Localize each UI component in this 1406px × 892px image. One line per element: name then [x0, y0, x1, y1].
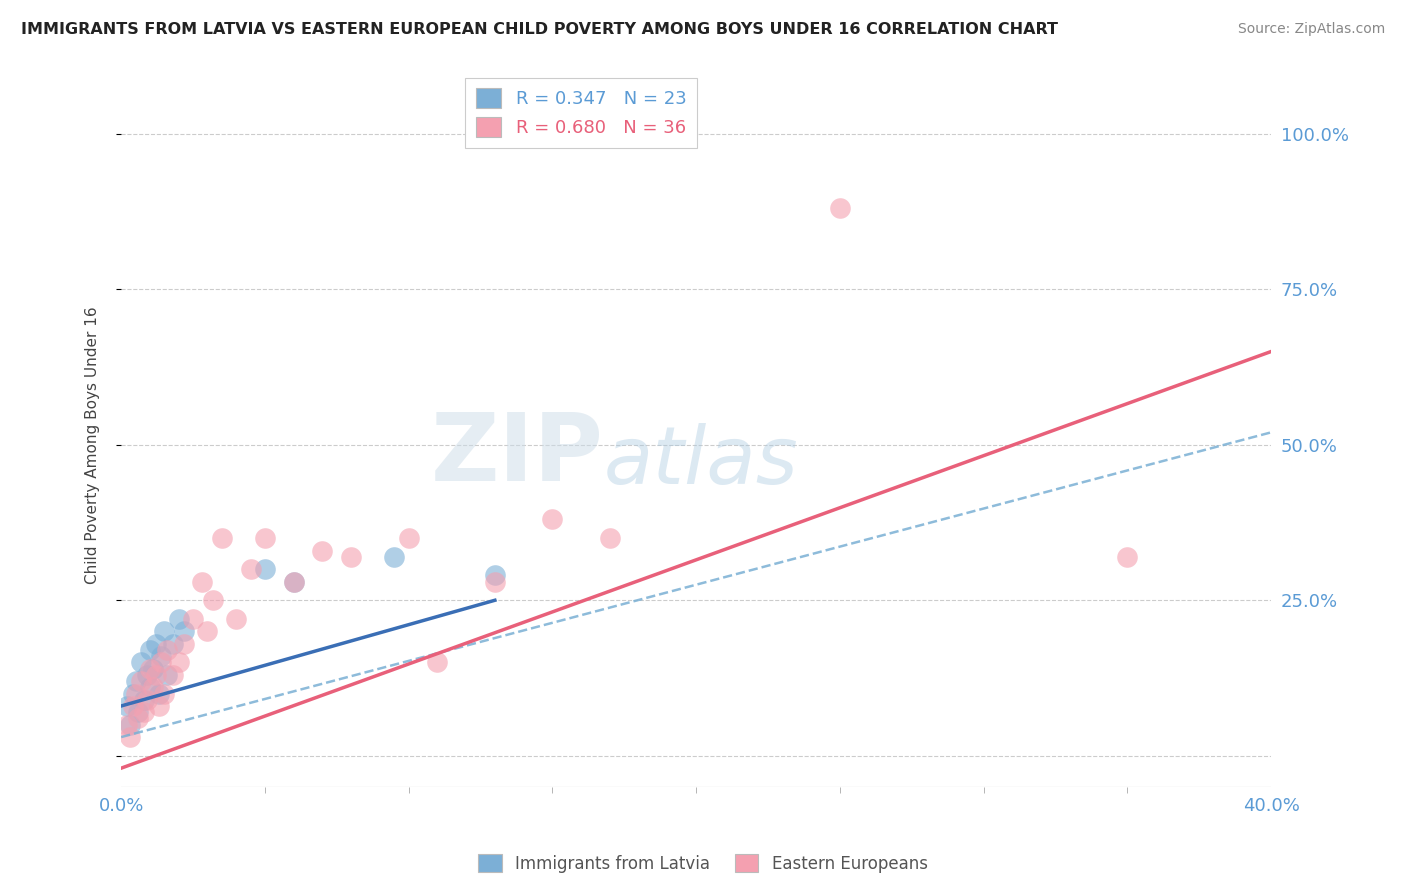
Point — [139, 643, 162, 657]
Point — [484, 574, 506, 589]
Point — [153, 687, 176, 701]
Point — [253, 562, 276, 576]
Point — [153, 624, 176, 639]
Point — [121, 687, 143, 701]
Point — [121, 698, 143, 713]
Point — [202, 593, 225, 607]
Y-axis label: Child Poverty Among Boys Under 16: Child Poverty Among Boys Under 16 — [86, 306, 100, 583]
Point — [118, 717, 141, 731]
Point — [283, 574, 305, 589]
Point — [340, 549, 363, 564]
Point — [136, 692, 159, 706]
Point — [115, 717, 138, 731]
Point — [134, 692, 156, 706]
Point — [173, 624, 195, 639]
Point — [118, 730, 141, 744]
Text: atlas: atlas — [605, 423, 799, 501]
Point — [162, 637, 184, 651]
Point — [599, 531, 621, 545]
Point — [484, 568, 506, 582]
Point — [195, 624, 218, 639]
Point — [398, 531, 420, 545]
Point — [148, 698, 170, 713]
Point — [145, 668, 167, 682]
Point — [162, 668, 184, 682]
Point — [150, 649, 173, 664]
Point — [167, 612, 190, 626]
Point — [253, 531, 276, 545]
Point — [129, 674, 152, 689]
Point — [167, 656, 190, 670]
Point — [211, 531, 233, 545]
Point — [311, 543, 333, 558]
Point — [124, 687, 146, 701]
Point — [283, 574, 305, 589]
Text: ZIP: ZIP — [432, 409, 605, 501]
Point — [156, 643, 179, 657]
Point — [426, 656, 449, 670]
Point — [142, 662, 165, 676]
Point — [139, 681, 162, 695]
Point — [541, 512, 564, 526]
Point — [148, 687, 170, 701]
Point — [190, 574, 212, 589]
Point — [156, 668, 179, 682]
Point — [382, 549, 405, 564]
Point — [828, 202, 851, 216]
Legend: Immigrants from Latvia, Eastern Europeans: Immigrants from Latvia, Eastern European… — [471, 847, 935, 880]
Point — [239, 562, 262, 576]
Point — [124, 674, 146, 689]
Point — [225, 612, 247, 626]
Text: IMMIGRANTS FROM LATVIA VS EASTERN EUROPEAN CHILD POVERTY AMONG BOYS UNDER 16 COR: IMMIGRANTS FROM LATVIA VS EASTERN EUROPE… — [21, 22, 1059, 37]
Point — [181, 612, 204, 626]
Point — [127, 711, 149, 725]
Point — [142, 681, 165, 695]
Point — [145, 637, 167, 651]
Point — [136, 668, 159, 682]
Point — [139, 662, 162, 676]
Point — [115, 698, 138, 713]
Legend: R = 0.347   N = 23, R = 0.680   N = 36: R = 0.347 N = 23, R = 0.680 N = 36 — [465, 78, 697, 148]
Point — [134, 705, 156, 719]
Point — [173, 637, 195, 651]
Point — [150, 656, 173, 670]
Point — [127, 705, 149, 719]
Point — [129, 656, 152, 670]
Text: Source: ZipAtlas.com: Source: ZipAtlas.com — [1237, 22, 1385, 37]
Point — [1116, 549, 1139, 564]
